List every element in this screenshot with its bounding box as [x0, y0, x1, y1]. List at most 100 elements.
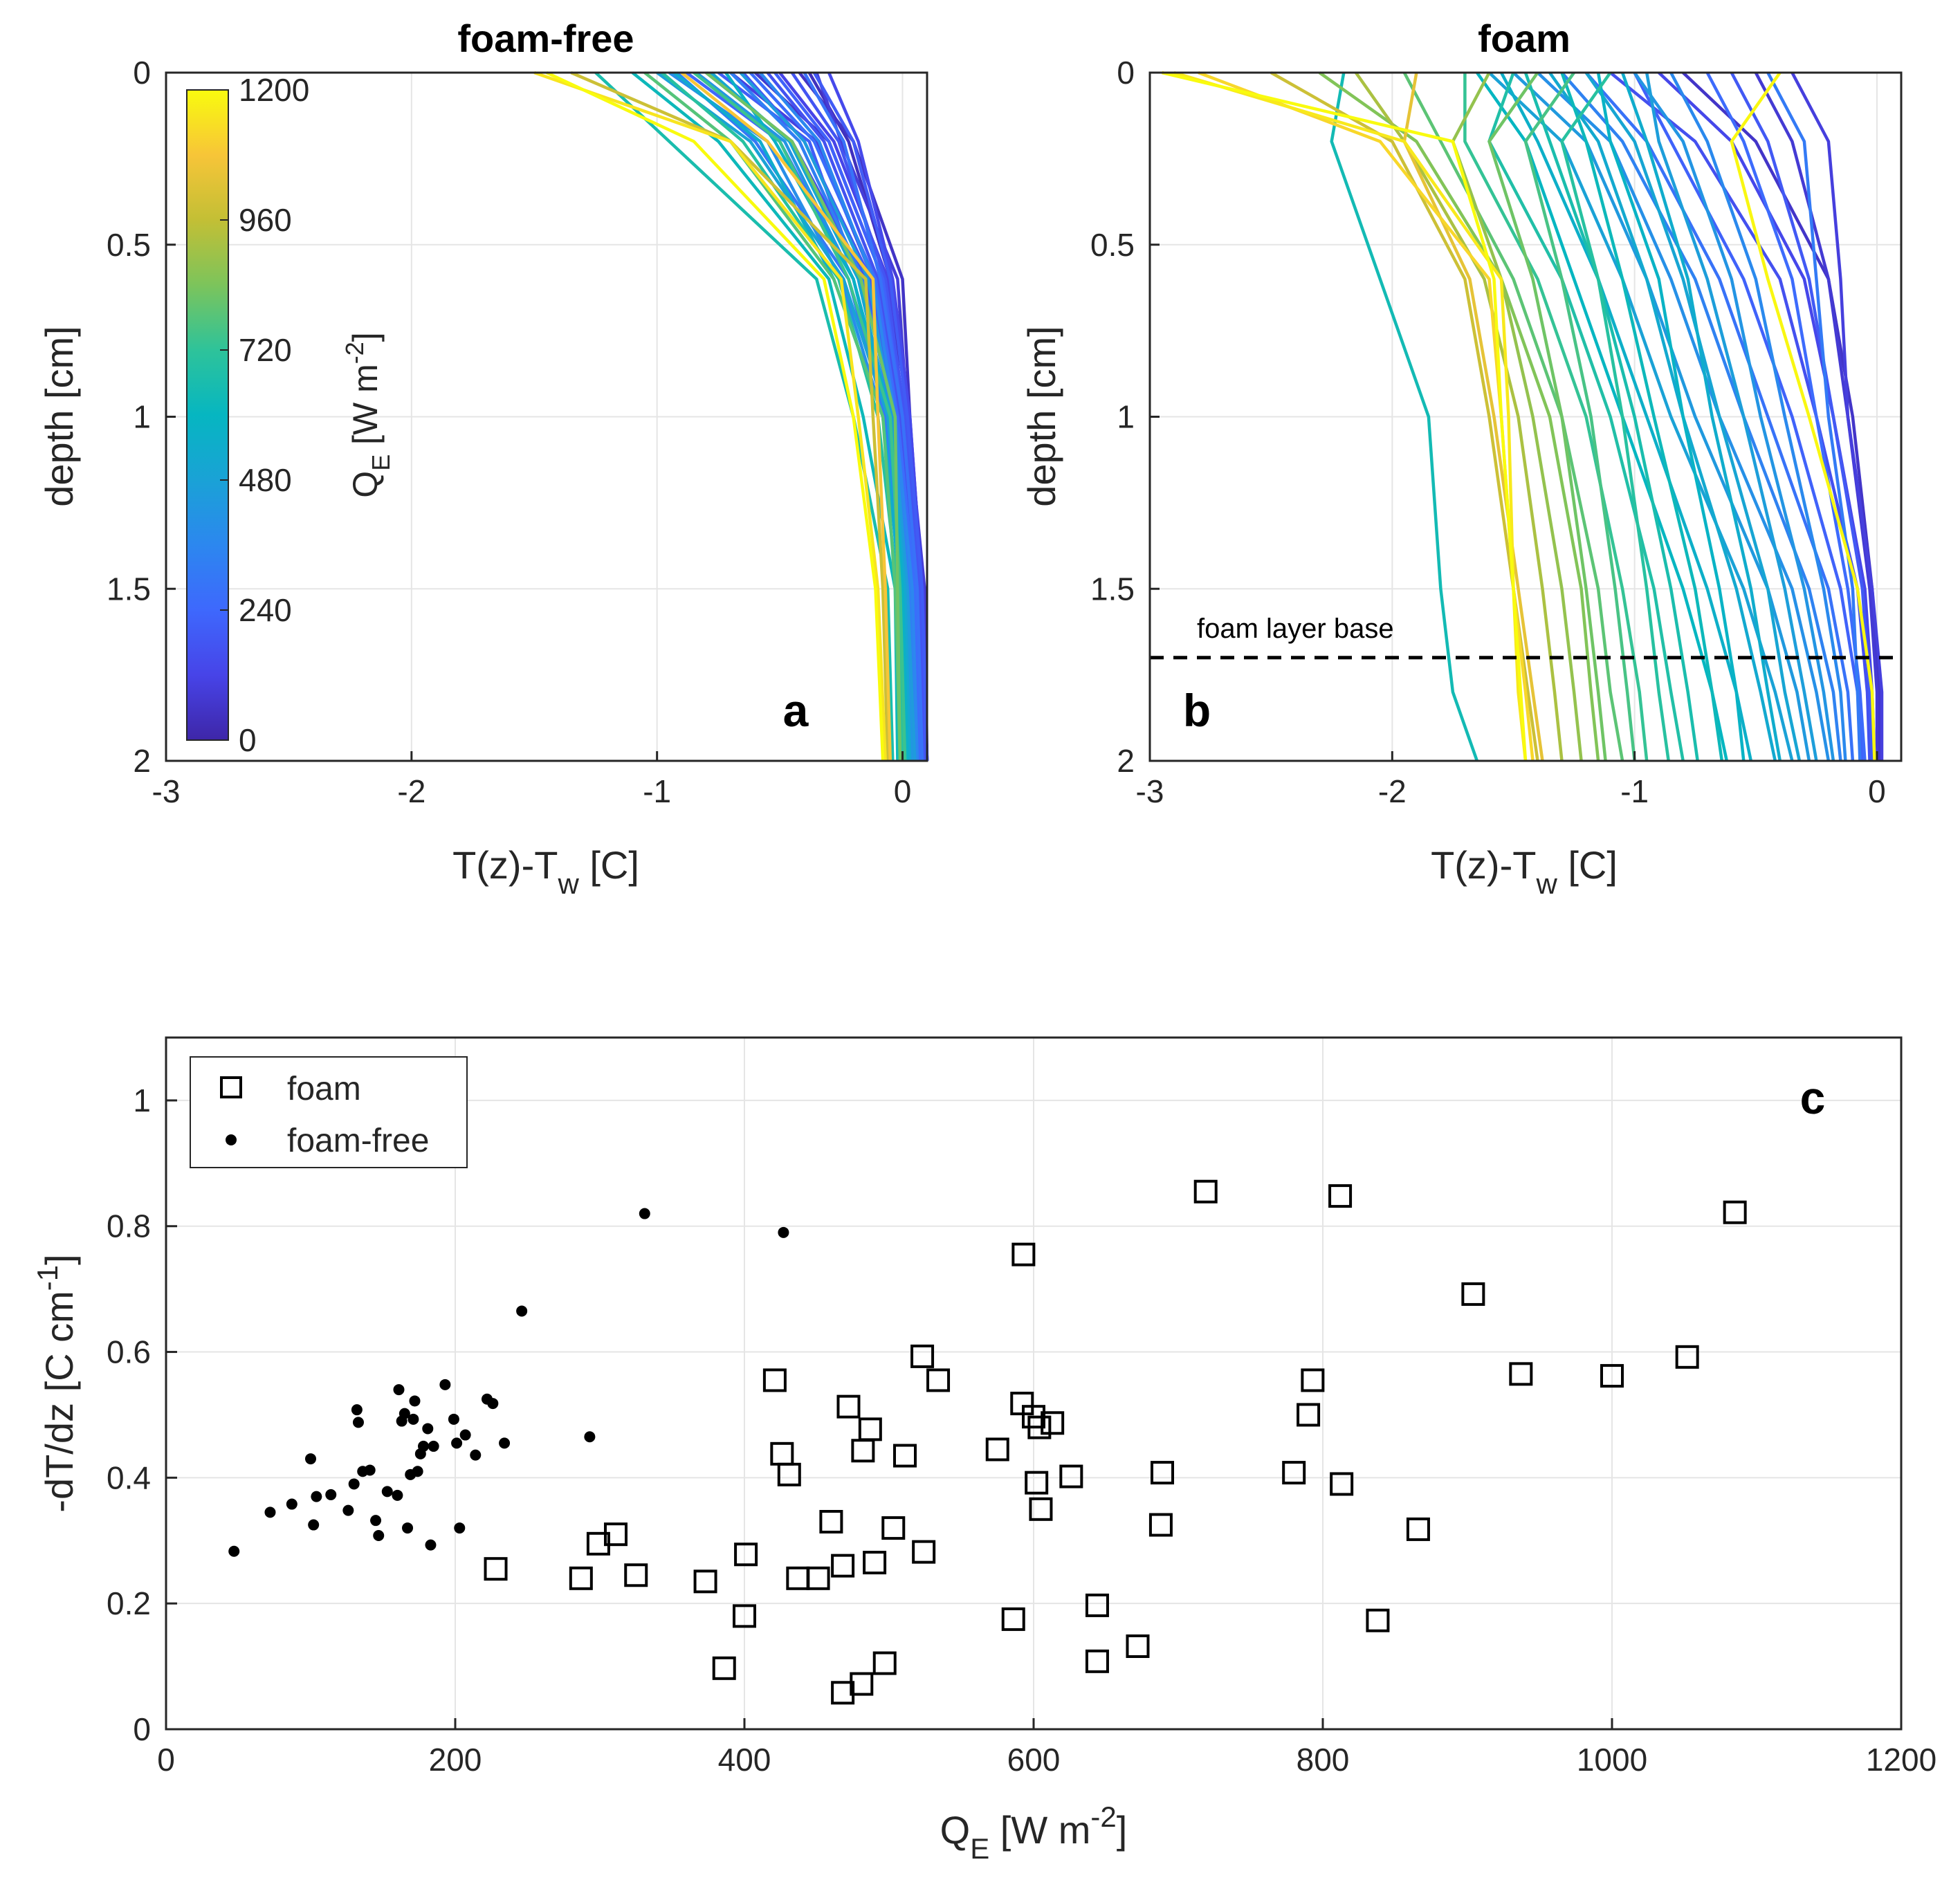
tick-label-y: 2 [133, 743, 151, 779]
foam-free-point [439, 1379, 451, 1390]
tick-label-x: -1 [1620, 773, 1649, 809]
profile-line [739, 71, 917, 762]
tick-label-y: 1 [133, 1082, 151, 1118]
foam-free-point [412, 1466, 423, 1477]
profile-line [1318, 71, 1600, 762]
foam-point [1151, 1461, 1175, 1485]
profile-line [758, 71, 919, 762]
tick-label-x: 1000 [1577, 1742, 1647, 1778]
foam-free-point [499, 1437, 511, 1449]
colorbar-gradient [186, 89, 229, 741]
tick-label-x: 200 [429, 1742, 482, 1778]
foam-point [1193, 1179, 1218, 1204]
foam-point [926, 1368, 951, 1392]
profile-line [1523, 72, 1699, 762]
panel-a-lines [533, 71, 929, 762]
profile-line [1730, 71, 1876, 762]
foam-point [1027, 1415, 1052, 1439]
panel-a-colorbar: 0 240 480 720 960 1200 QE [W m-2] [186, 72, 395, 758]
foam-point [912, 1540, 936, 1564]
tick-label-y: 0.5 [1090, 227, 1135, 263]
foam-free-point [407, 1413, 419, 1425]
foam-free-point [422, 1423, 434, 1435]
foam-point [762, 1368, 787, 1392]
foam-free-point [399, 1408, 410, 1419]
tick-label-y: 2 [1117, 743, 1135, 779]
profile-line [1270, 71, 1539, 762]
tick-label-x: -1 [643, 773, 671, 809]
profile-line [1161, 71, 1528, 762]
foam-point [881, 1516, 906, 1540]
colorbar-tick-label: 960 [239, 202, 292, 238]
foam-point [1085, 1593, 1109, 1617]
legend-box [190, 1056, 468, 1168]
tick-label-y: 1 [1117, 399, 1135, 435]
profile-line [1730, 71, 1874, 762]
panel-b-xlabel: T(z)-Tw [C] [1431, 843, 1618, 900]
colorbar-tick-label: 480 [239, 462, 292, 498]
foam-point [712, 1656, 736, 1680]
foam-free-point [425, 1539, 437, 1551]
foam-point [786, 1566, 810, 1590]
tick-label-x: 1200 [1866, 1742, 1936, 1778]
foam-free-point [584, 1431, 596, 1443]
profile-line [1645, 72, 1818, 762]
profile-line [1596, 72, 1746, 762]
profile-line [1463, 73, 1649, 762]
profile-line [1766, 71, 1862, 762]
profile-line [1790, 71, 1884, 761]
foam-free-point [418, 1440, 430, 1452]
profile-line [1330, 72, 1479, 762]
foam-free-point [459, 1429, 471, 1441]
foam-point [1675, 1345, 1699, 1369]
foam-free-point [470, 1449, 482, 1461]
foam-point [851, 1439, 875, 1463]
foam-point [1297, 1403, 1321, 1427]
profile-line [1620, 72, 1782, 762]
profile-line [1523, 71, 1636, 762]
profile-line [1682, 71, 1881, 761]
panel-c: 0 200 400 600 800 1000 1200 0 0.2 0.4 0.6 0.8 1 foam… [31, 1036, 1936, 1865]
panel-b-ticks: -3 -2 -1 0 0 0.5 1 1.5 2 [1090, 55, 1886, 809]
panel-c-label: c [1800, 1072, 1826, 1123]
panel-a-ylabel: depth [cm] [37, 326, 81, 506]
tick-label-y: 0.4 [107, 1459, 151, 1495]
foam-point [484, 1557, 508, 1581]
panel-b-label: b [1183, 685, 1211, 736]
profile-line [546, 71, 885, 762]
foam-free-point [373, 1530, 385, 1541]
tick-label-y: 1 [133, 399, 151, 435]
foam-free-point [778, 1226, 789, 1238]
foam-point [1509, 1362, 1533, 1386]
foam-free-point [393, 1384, 405, 1396]
foam-free-point [454, 1522, 466, 1534]
foam-point [1461, 1282, 1485, 1306]
tick-label-y: 0.2 [107, 1585, 151, 1621]
foam-point [1148, 1513, 1173, 1537]
foam-point [1330, 1472, 1354, 1496]
foam-free-point [381, 1486, 393, 1498]
tick-label-x: -2 [397, 773, 425, 809]
foam-free-point [305, 1453, 316, 1465]
foam-layer-base-label: foam layer base [1197, 614, 1394, 644]
profile-line [1584, 71, 1802, 762]
foam-free-point [487, 1398, 499, 1410]
foam-point [910, 1344, 935, 1368]
panel-a-title: foam-free [457, 17, 634, 60]
tick-label-x: -3 [1136, 773, 1164, 809]
foam-point [1059, 1464, 1083, 1489]
tick-label-x: 0 [1868, 773, 1886, 809]
foam-free-point [516, 1305, 528, 1317]
foam-free-point [264, 1506, 276, 1518]
foam-free-point [370, 1515, 382, 1527]
foam-point [858, 1417, 882, 1441]
foam-point [1366, 1608, 1390, 1632]
panel-a-grid [165, 72, 927, 762]
foam-free-point [286, 1498, 297, 1510]
foam-free-point [639, 1208, 650, 1219]
profile-line [1560, 71, 1670, 762]
profile-line [643, 71, 902, 762]
tick-label-y: 0.6 [107, 1334, 151, 1370]
colorbar-tick-label: 1200 [239, 72, 309, 108]
